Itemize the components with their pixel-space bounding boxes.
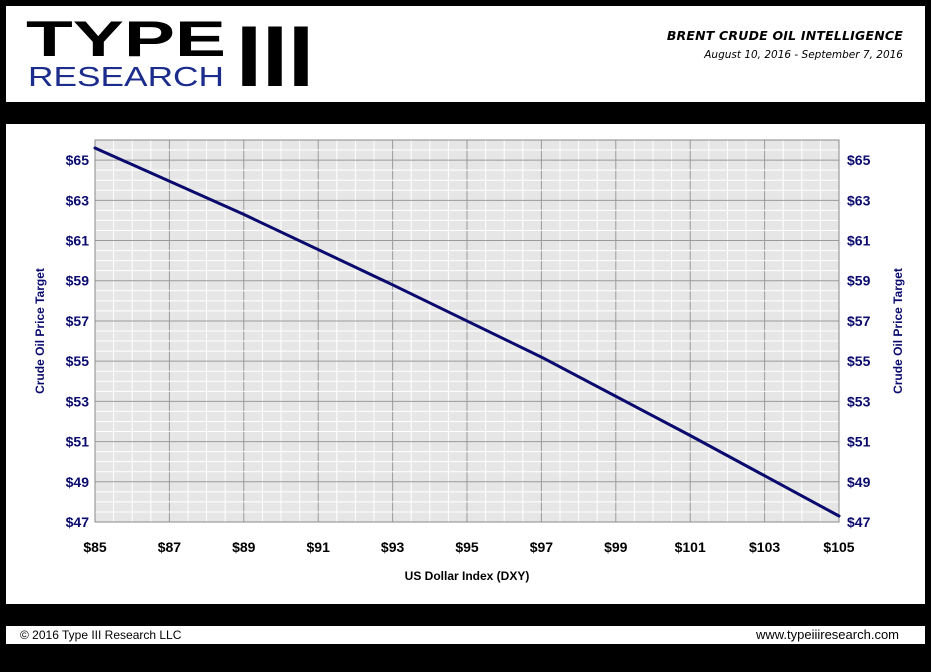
y-tick-label-left: $59	[66, 273, 90, 289]
type-iii-research-logo: TYPE RESEARCH III	[26, 10, 314, 94]
y-tick-label-left: $65	[66, 152, 90, 168]
x-tick-label: $85	[83, 539, 107, 555]
y-tick-label-left: $61	[66, 233, 90, 249]
y-axis-title-left: Crude Oil Price Target	[33, 268, 47, 394]
y-tick-label-right: $59	[847, 273, 871, 289]
website-link[interactable]: www.typeiiiresearch.com	[755, 627, 899, 642]
top-divider-band	[6, 102, 925, 124]
x-tick-label: $93	[381, 539, 405, 555]
x-tick-label: $99	[604, 539, 628, 555]
copyright-text: © 2016 Type III Research LLC	[20, 628, 182, 642]
x-axis-title: US Dollar Index (DXY)	[405, 569, 530, 583]
y-tick-label-left: $55	[66, 353, 90, 369]
logo-numeral: III	[236, 10, 314, 94]
y-tick-label-right: $65	[847, 152, 871, 168]
x-tick-label: $95	[455, 539, 479, 555]
y-tick-label-right: $51	[847, 434, 871, 450]
y-tick-label-right: $53	[847, 393, 871, 409]
y-tick-label-left: $63	[66, 192, 90, 208]
x-tick-label: $97	[530, 539, 554, 555]
x-tick-label: $105	[823, 539, 854, 555]
x-tick-label: $87	[158, 539, 182, 555]
y-tick-label-right: $57	[847, 313, 871, 329]
y-tick-label-left: $53	[66, 393, 90, 409]
x-tick-label: $101	[675, 539, 706, 555]
series-line-0	[93, 146, 841, 518]
x-tick-label: $103	[749, 539, 780, 555]
report-title: BRENT CRUDE OIL INTELLIGENCE	[666, 28, 903, 43]
y-tick-label-right: $61	[847, 233, 871, 249]
footer-band	[6, 644, 925, 666]
report-date-range: August 10, 2016 - September 7, 2016	[704, 49, 903, 61]
y-tick-label-right: $63	[847, 192, 871, 208]
y-tick-label-left: $51	[66, 434, 90, 450]
x-tick-label: $89	[232, 539, 256, 555]
bottom-divider-band	[6, 604, 925, 626]
y-tick-label-right: $47	[847, 514, 871, 530]
logo-sub: RESEARCH	[28, 61, 224, 92]
y-tick-label-right: $49	[847, 474, 871, 490]
y-tick-label-left: $47	[66, 514, 90, 530]
price-target-chart: $47 $49 $51 $53 $55 $57 $59 $61 $63 $65 $47 $49 $51…	[33, 139, 905, 583]
y-axis-title-right: Crude Oil Price Target	[891, 268, 905, 394]
y-tick-label-left: $49	[66, 474, 90, 490]
y-tick-label-left: $57	[66, 313, 90, 329]
x-tick-label: $91	[307, 539, 331, 555]
logo-word: TYPE	[26, 11, 226, 67]
chart-area: $47 $49 $51 $53 $55 $57 $59 $61 $63 $65 $47 $49 $51…	[6, 124, 925, 604]
y-tick-label-right: $55	[847, 353, 871, 369]
plot-border	[94, 139, 840, 523]
report-header: TYPE RESEARCH III BRENT CRUDE OIL INTELL…	[6, 6, 925, 102]
